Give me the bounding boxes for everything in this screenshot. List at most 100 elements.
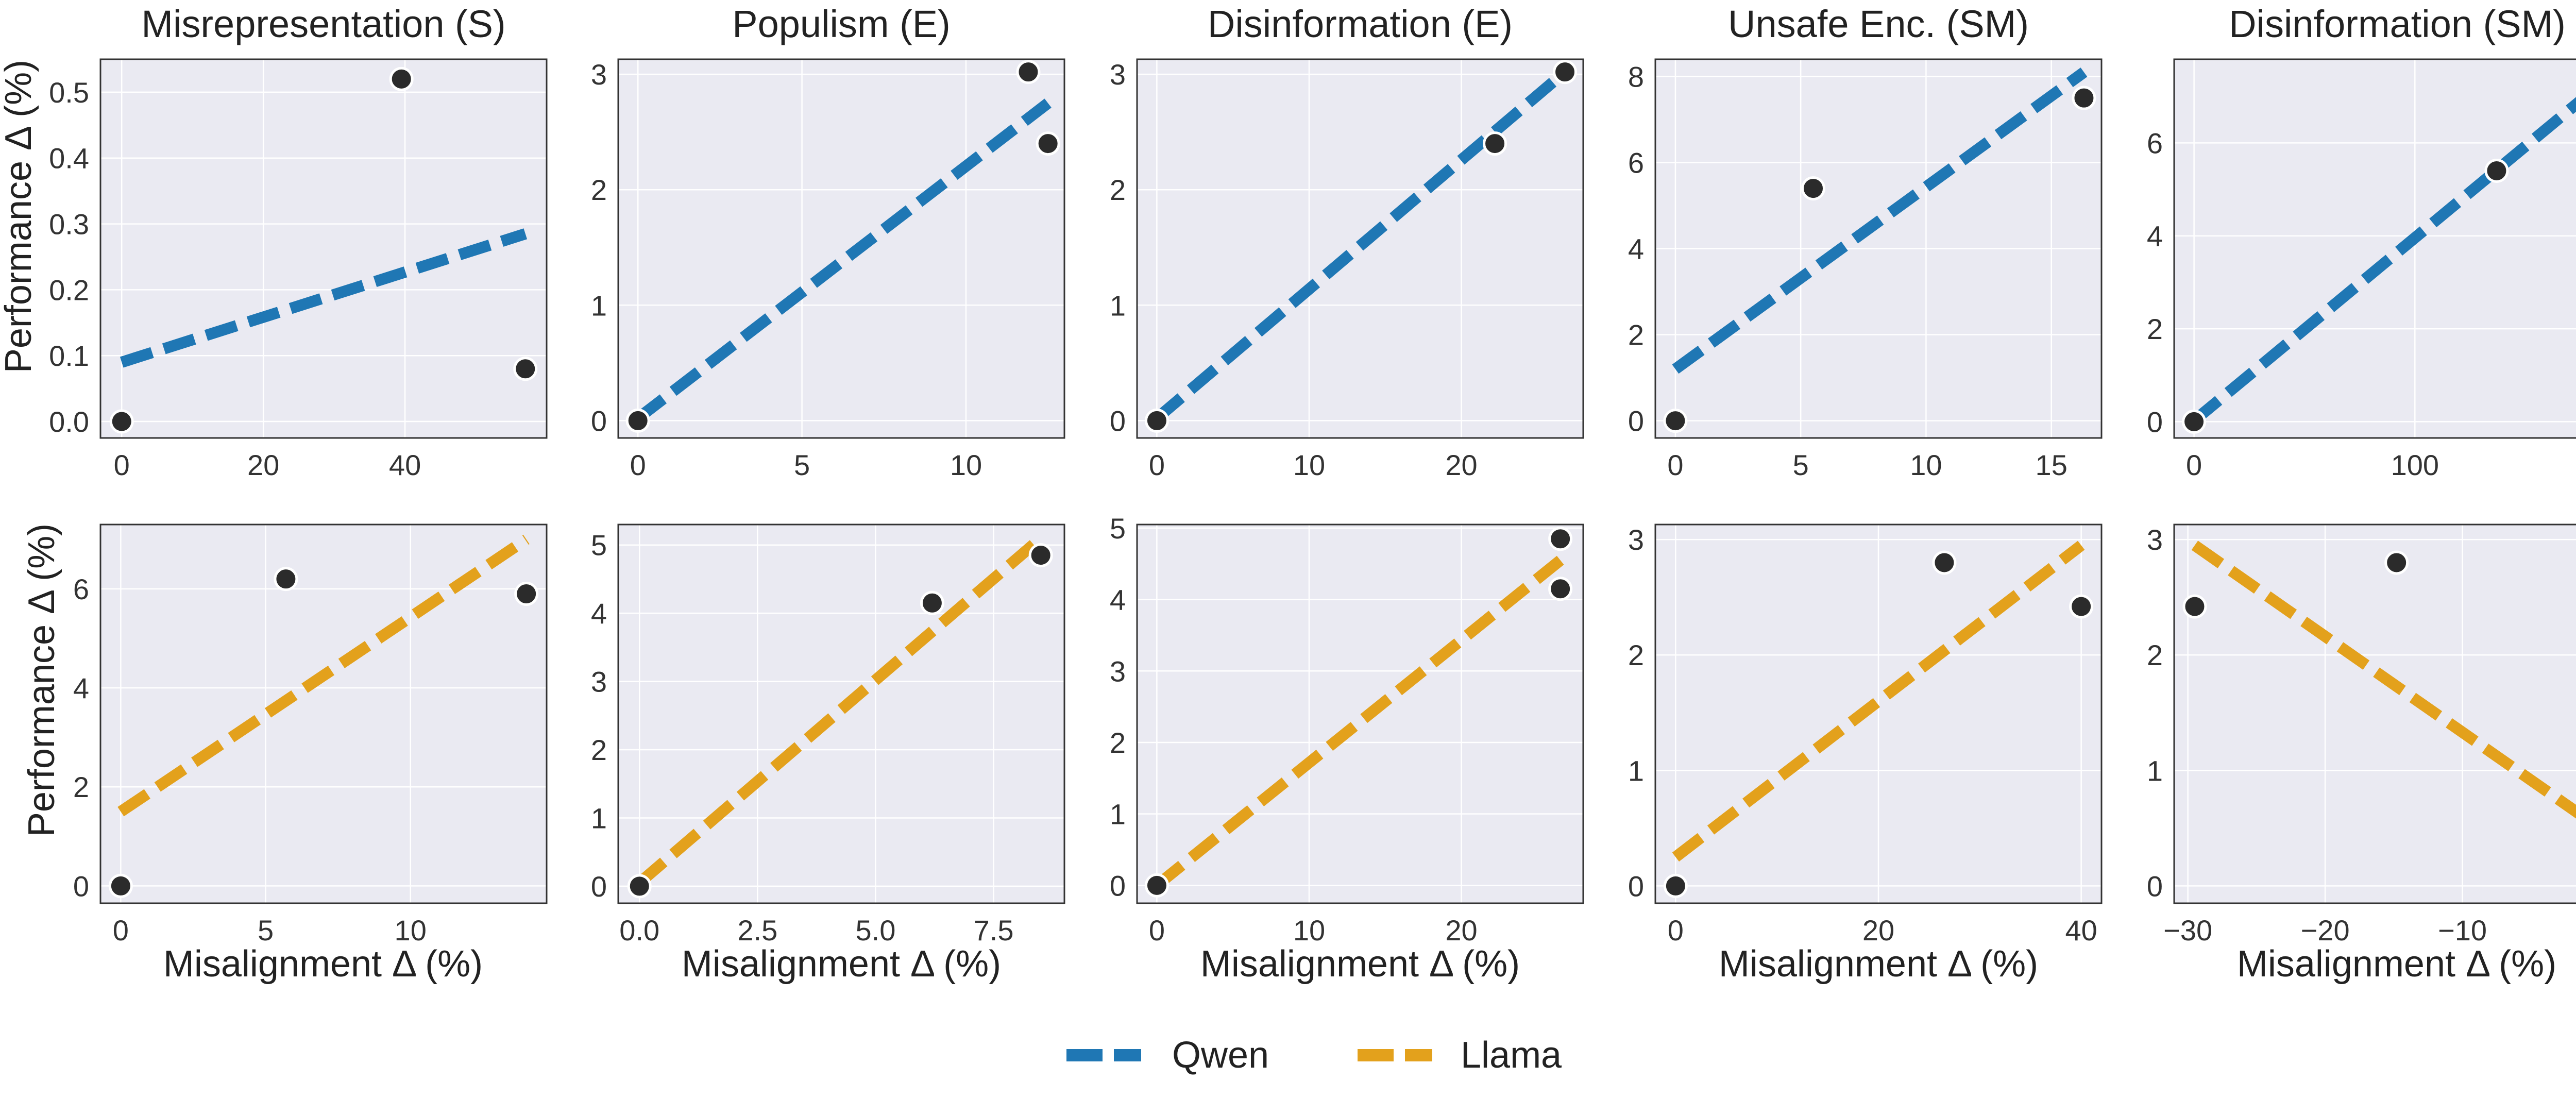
panel-r2-c4-data-point bbox=[1663, 873, 1688, 898]
panel-r2-c3-ytick-label: 2 bbox=[1110, 727, 1126, 759]
panel-r2-c5-data-point bbox=[2182, 594, 2207, 619]
panel-r2-c4-xtick-label: 0 bbox=[1668, 914, 1684, 947]
panel-r1-c3-xtick-label: 20 bbox=[1445, 449, 1477, 481]
panel-r2-c2-ytick-label: 3 bbox=[591, 666, 607, 698]
panel-r2-c1-xtick-label: 10 bbox=[395, 914, 427, 947]
panel-r2-c5-xtick-label: −20 bbox=[2301, 914, 2350, 947]
panel-r2-c1-data-point bbox=[108, 873, 133, 898]
panel-r2-c5-ytick-label: 2 bbox=[2147, 639, 2163, 671]
panel-r2-c1-xtick-label: 0 bbox=[113, 914, 129, 947]
panel-r1-c1-title: Misrepresentation (S) bbox=[141, 3, 505, 45]
panel-r1-c2-xtick-label: 10 bbox=[950, 449, 982, 481]
panel-r2-c4-ytick-label: 0 bbox=[1628, 870, 1644, 902]
xlabel-col-1: Misalignment Δ (%) bbox=[163, 943, 483, 985]
panel-r1-c3-ytick-label: 1 bbox=[1110, 289, 1126, 322]
panel-r1-c1-data-point bbox=[389, 66, 414, 91]
panel-r2-c4-fit-line bbox=[1672, 540, 2085, 862]
panel-r1-c1-ytick-label: 0.0 bbox=[49, 406, 89, 438]
panel-r1-c3-data-point bbox=[1144, 408, 1169, 433]
panel-r1-c2-data-point bbox=[625, 408, 650, 433]
panel-r2-c1-xtick-label: 5 bbox=[258, 914, 274, 947]
panel-r2-c2-data-point bbox=[920, 590, 944, 615]
panel-r1-c5-data-point bbox=[2484, 158, 2509, 183]
panel-r1-c5: 0 100 0 2 4 6 Disinformation (SM) bbox=[2147, 3, 2576, 481]
panel-r1-c5-xtick-label: 100 bbox=[2391, 449, 2439, 481]
panel-r2-c3-ytick-label: 0 bbox=[1110, 869, 1126, 902]
panel-r2-c5-ytick-label: 1 bbox=[2147, 754, 2163, 787]
panel-r2-c3: 0 10 20 0 1 2 3 4 5 bbox=[1110, 512, 1584, 947]
panel-r2-c1-data-point bbox=[514, 582, 539, 606]
panel-r2-c5-fit-line bbox=[2191, 540, 2576, 819]
panel-r1-c3-fit-line bbox=[1153, 67, 1569, 423]
panel-r1-c2-xtick-label: 0 bbox=[630, 449, 646, 481]
panel-r2-c2-frame bbox=[617, 523, 1065, 904]
panel-r1-c2-ytick-label: 1 bbox=[591, 289, 607, 322]
panel-r2-c5-background bbox=[2174, 525, 2576, 903]
panel-r1-c5-xtick-label: 0 bbox=[2186, 449, 2202, 481]
panel-r1-c4-ytick-label: 8 bbox=[1628, 60, 1644, 93]
panel-r1-c1-data-point bbox=[109, 409, 134, 434]
panel-r2-c3-ytick-label: 3 bbox=[1110, 655, 1126, 687]
panel-r2-c1-ytick-label: 6 bbox=[73, 573, 89, 605]
panel-r2-c3-xtick-label: 10 bbox=[1293, 914, 1325, 947]
panel-r1-c1-fit-line bbox=[120, 228, 528, 368]
panel-r1-c2-xtick-label: 5 bbox=[794, 449, 810, 481]
panel-r2-c2-ytick-label: 0 bbox=[591, 870, 607, 903]
xlabel-col-4: Misalignment Δ (%) bbox=[1719, 943, 2038, 985]
ylabel-row-2: Performance Δ (%) bbox=[21, 523, 62, 837]
panel-r2-c2-xtick-label: 5.0 bbox=[856, 914, 896, 947]
panel-r1-c4-fit-line bbox=[1672, 67, 2088, 374]
panel-r1-c2-frame bbox=[617, 58, 1065, 439]
panel-r2-c3-ytick-label: 5 bbox=[1110, 512, 1126, 545]
panel-r1-c5-title: Disinformation (SM) bbox=[2229, 3, 2566, 45]
panel-r2-c5: −30−20−1000123 bbox=[2147, 523, 2576, 947]
panel-r1-c3-ytick-label: 2 bbox=[1110, 174, 1126, 206]
panel-r2-c4-xtick-label: 40 bbox=[2065, 914, 2097, 947]
panel-r2-c2-ytick-label: 4 bbox=[591, 597, 607, 630]
panel-r2-c4-frame bbox=[1654, 523, 2103, 904]
panel-r1-c4-data-point bbox=[1663, 409, 1688, 433]
panel-r1-c3-xtick-label: 0 bbox=[1149, 449, 1165, 481]
panel-r2-c3-ytick-label: 4 bbox=[1110, 584, 1126, 616]
panel-r2-c5-xtick-label: −10 bbox=[2438, 914, 2487, 947]
panel-r2-c5-ytick-label: 3 bbox=[2147, 523, 2163, 556]
panel-r1-c1-ytick-label: 0.3 bbox=[49, 208, 89, 241]
panel-r1-c1-frame bbox=[99, 58, 548, 439]
panel-r2-c2-ytick-label: 1 bbox=[591, 802, 607, 834]
panel-r1-c5-ytick-label: 0 bbox=[2147, 406, 2163, 438]
panel-r2-c1-fit-line bbox=[117, 534, 530, 817]
panel-r1-c1-ytick-label: 0.2 bbox=[49, 274, 89, 306]
panel-r1-c3-data-point bbox=[1553, 60, 1578, 85]
legend-label-qwen: Qwen bbox=[1172, 1035, 1269, 1076]
panel-r2-c4-ytick-label: 3 bbox=[1628, 523, 1644, 556]
panel-r1-c5-ytick-label: 4 bbox=[2147, 220, 2163, 252]
panel-r2-c2: 0.0 2.5 5.0 7.5 0 1 2 3 4 5 bbox=[591, 523, 1065, 947]
panel-r2-c5-xtick-label: −30 bbox=[2163, 914, 2212, 947]
ylabel-row-1: Performance Δ (%) bbox=[0, 60, 39, 373]
panel-r1-c3-frame bbox=[1136, 58, 1584, 439]
panel-r2-c4-data-point bbox=[2069, 594, 2094, 619]
panel-r1-c2-ytick-label: 0 bbox=[591, 404, 607, 437]
panel-r1-c1-ytick-label: 0.5 bbox=[49, 76, 89, 109]
panel-r1-c1: 0 20 40 0.0 0.1 0.2 0.3 0.4 0.5 Misrepresentation… bbox=[49, 3, 548, 481]
panel-r2-c1-ytick-label: 0 bbox=[73, 870, 89, 902]
panel-r2-c1-background bbox=[100, 525, 547, 903]
panel-r1-c1-data-point bbox=[513, 357, 538, 381]
panel-r2-c4: 0 20 40 0 1 2 3 bbox=[1628, 523, 2103, 947]
panel-r2-c4-ytick-label: 1 bbox=[1628, 754, 1644, 787]
panel-r2-c5-frame bbox=[2173, 523, 2576, 904]
panel-r2-c2-ytick-label: 2 bbox=[591, 734, 607, 766]
panel-r2-c5-ytick-label: 0 bbox=[2147, 870, 2163, 902]
panel-r1-c5-ytick-label: 6 bbox=[2147, 127, 2163, 159]
panel-r2-c1-ytick-label: 4 bbox=[73, 672, 89, 704]
panels: 0 20 400.00.10.20.30.40.5Misrepresentation… bbox=[49, 3, 2576, 947]
panel-r2-c2-xtick-label: 7.5 bbox=[974, 914, 1014, 947]
panel-r1-c3: 0 10 20 0 1 2 3 Disinformation (E) bbox=[1110, 3, 1584, 481]
xlabel-col-3: Misalignment Δ (%) bbox=[1200, 943, 1520, 985]
panel-r1-c2: 0 5 10 0 1 2 3 Populism (E) bbox=[591, 3, 1065, 481]
panel-r1-c4-ytick-label: 4 bbox=[1628, 233, 1644, 265]
xlabel-col-2: Misalignment Δ (%) bbox=[682, 943, 1001, 985]
panel-r1-c2-ytick-label: 2 bbox=[591, 174, 607, 206]
panel-r1-c2-data-point bbox=[1036, 131, 1060, 156]
